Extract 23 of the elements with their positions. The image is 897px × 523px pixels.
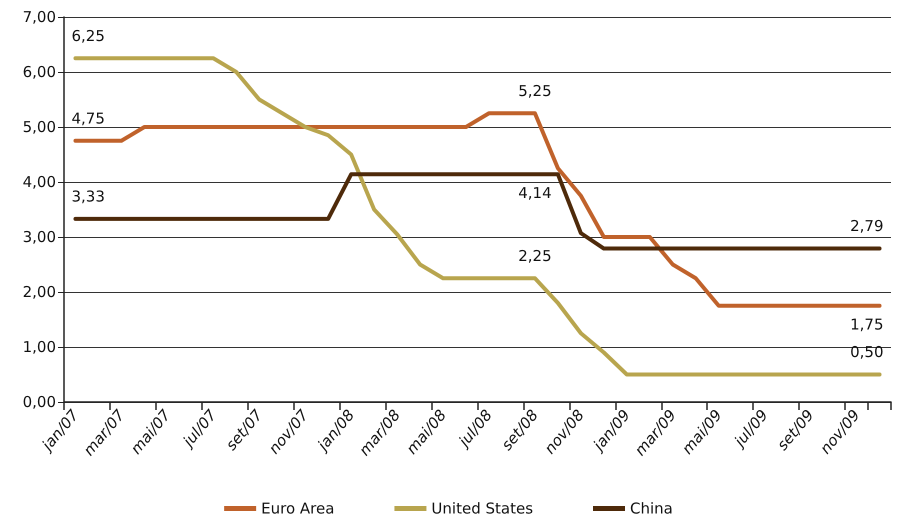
data-label: 4,75: [71, 109, 105, 128]
data-label: 1,75: [850, 315, 884, 334]
y-tick-label: 5,00: [22, 118, 56, 136]
y-tick-label: 0,00: [22, 393, 56, 411]
y-tick-label: 2,00: [22, 283, 56, 301]
line-series: [73, 56, 882, 376]
y-tick-label: 4,00: [22, 173, 56, 191]
y-tick-label: 3,00: [22, 228, 56, 246]
legend-label: United States: [431, 500, 534, 518]
y-tick-label: 7,00: [22, 8, 56, 26]
data-label: 0,50: [850, 343, 884, 361]
data-label: 3,33: [71, 187, 105, 206]
line-series: [73, 172, 882, 251]
y-tick-label: 1,00: [22, 338, 56, 356]
data-label: 5,25: [518, 82, 552, 100]
data-label: 2,25: [518, 246, 552, 265]
legend-label: China: [630, 500, 673, 518]
line-series: [73, 111, 882, 308]
data-label: 2,79: [850, 217, 884, 236]
data-label: 4,14: [518, 184, 552, 202]
legend-label: Euro Area: [261, 500, 334, 518]
data-label: 6,25: [71, 26, 105, 45]
y-tick-label: 6,00: [22, 63, 56, 81]
